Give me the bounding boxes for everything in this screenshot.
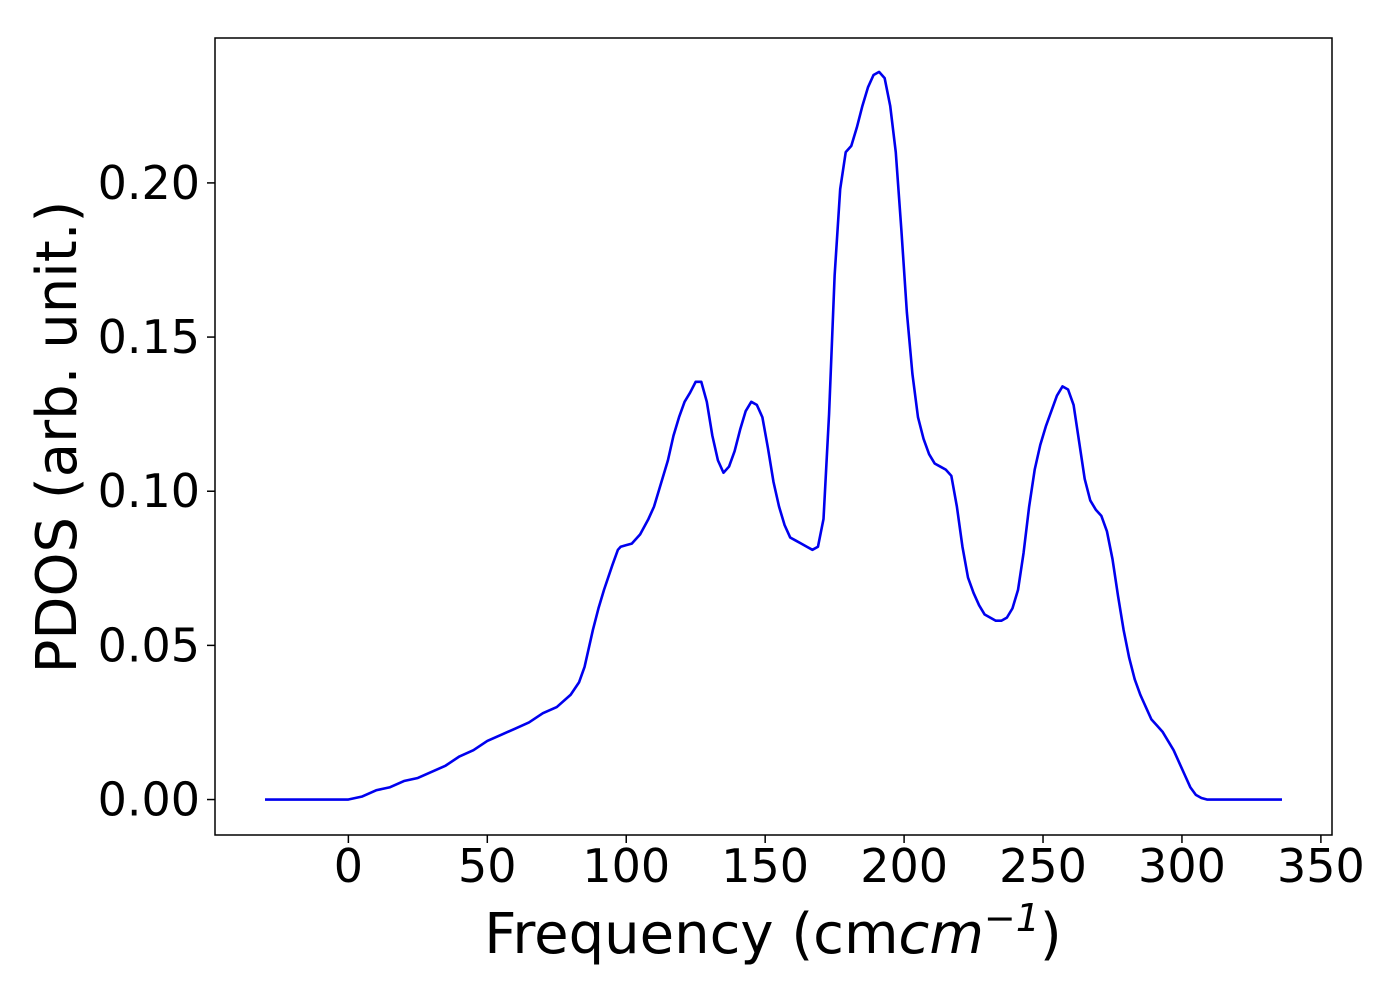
x-tick-label: 150 <box>721 839 809 893</box>
x-tick-label: 350 <box>1277 839 1365 893</box>
x-tick-label: 50 <box>458 839 517 893</box>
x-tick-label: 200 <box>860 839 948 893</box>
x-tick-label: 300 <box>1138 839 1226 893</box>
axes-frame <box>214 37 1333 836</box>
x-tick-label: 250 <box>999 839 1087 893</box>
pdos-series-line-0 <box>265 70 1282 801</box>
y-axis: 0.00 0.05 0.10 0.15 0.20 <box>98 156 215 827</box>
x-tick-label: 100 <box>582 839 670 893</box>
x-axis-title: Frequency (cmcm−1) <box>484 896 1062 967</box>
x-tick-label: 0 <box>334 839 363 893</box>
x-axis: 0 50 100 150 200 250 300 350 <box>334 835 1365 893</box>
x-axis-title-main: Frequency (cm <box>484 902 898 967</box>
y-tick-label: 0.05 <box>98 618 200 672</box>
x-axis-title-unit: cm <box>899 902 984 967</box>
y-tick-label: 0.00 <box>98 773 200 827</box>
plot-area <box>265 70 1282 801</box>
y-axis-title: PDOS (arb. unit.) <box>25 201 90 674</box>
y-tick-label: 0.10 <box>98 464 200 518</box>
y-tick-label: 0.20 <box>98 156 200 210</box>
y-tick-label: 0.15 <box>98 310 200 364</box>
x-axis-title-close: ) <box>1040 902 1062 967</box>
x-axis-title-exponent: −1 <box>984 896 1040 940</box>
